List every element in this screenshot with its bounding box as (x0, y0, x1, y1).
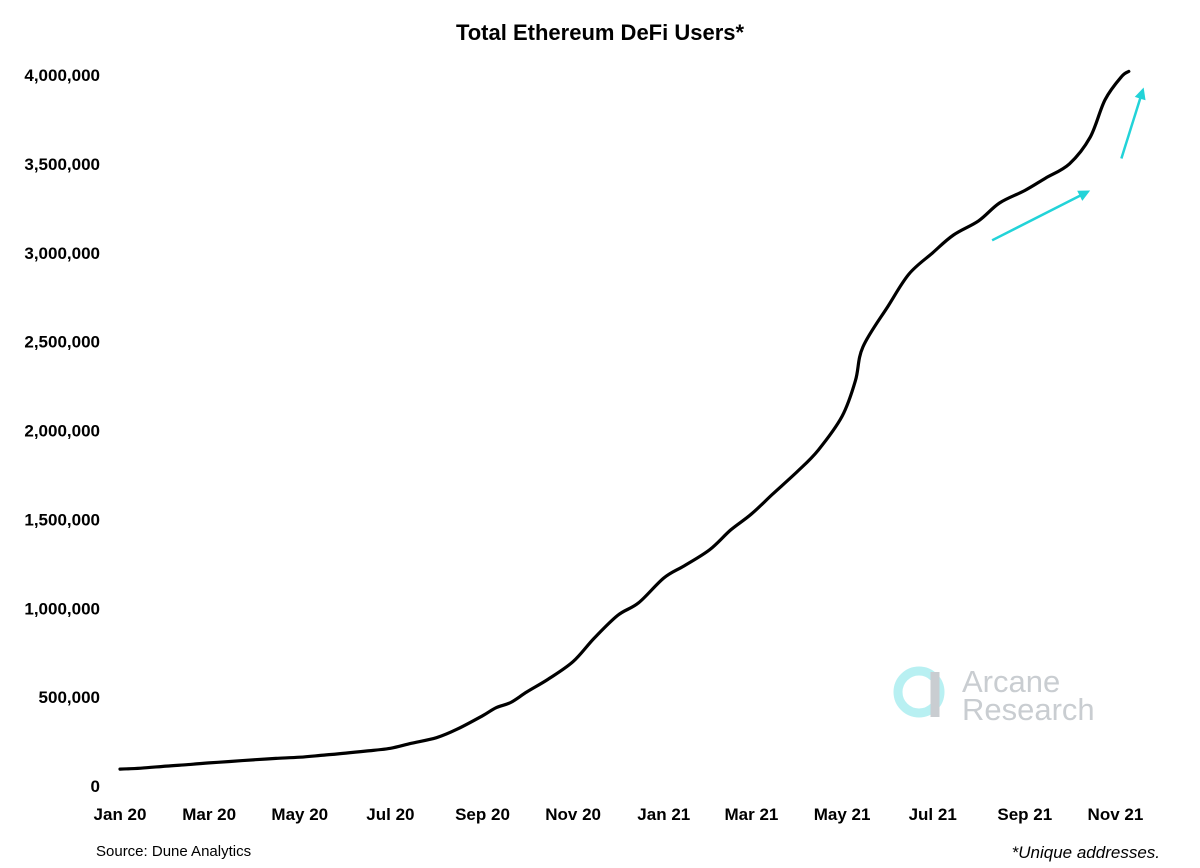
y-tick-label: 4,000,000 (24, 66, 100, 85)
x-tick-label: Mar 20 (182, 805, 236, 824)
series-layer (118, 69, 1131, 771)
y-tick-label: 0 (91, 777, 100, 796)
x-tick-label: Sep 20 (455, 805, 510, 824)
y-tick-label: 2,500,000 (24, 333, 100, 352)
watermark: Arcane Research (893, 664, 1095, 727)
series-line (118, 69, 1131, 771)
y-tick-label: 1,500,000 (24, 510, 100, 529)
x-tick-label: Jul 21 (909, 805, 957, 824)
y-axis: 0 500,000 1,000,000 1,500,000 2,000,000 2,500… (24, 66, 100, 796)
x-tick-label: Jan 21 (637, 805, 690, 824)
trend-arrow (991, 190, 1091, 242)
x-tick-label: Jan 20 (94, 805, 147, 824)
x-tick-label: Mar 21 (724, 805, 778, 824)
footnote: *Unique addresses. (1012, 843, 1160, 862)
y-tick-label: 3,500,000 (24, 155, 100, 174)
y-tick-label: 1,000,000 (24, 599, 100, 618)
y-tick-label: 500,000 (39, 688, 100, 707)
x-tick-label: May 20 (271, 805, 328, 824)
chart-title: Total Ethereum DeFi Users* (456, 20, 745, 45)
x-tick-label: May 21 (814, 805, 871, 824)
x-tick-label: Jul 20 (366, 805, 414, 824)
source-note: Source: Dune Analytics (96, 843, 251, 860)
y-tick-label: 2,000,000 (24, 422, 100, 441)
watermark-line2: Research (962, 692, 1095, 727)
x-tick-label: Nov 21 (1088, 805, 1144, 824)
annotation-layer (991, 87, 1146, 242)
x-tick-label: Sep 21 (997, 805, 1052, 824)
y-tick-label: 3,000,000 (24, 244, 100, 263)
x-axis: Jan 20 Mar 20 May 20 Jul 20 Sep 20 Nov 20 Jan … (94, 805, 1144, 824)
arcane-logo-icon (893, 666, 945, 718)
trend-arrow (1120, 87, 1146, 159)
x-tick-label: Nov 20 (545, 805, 601, 824)
watermark-line1: Arcane (962, 664, 1060, 699)
